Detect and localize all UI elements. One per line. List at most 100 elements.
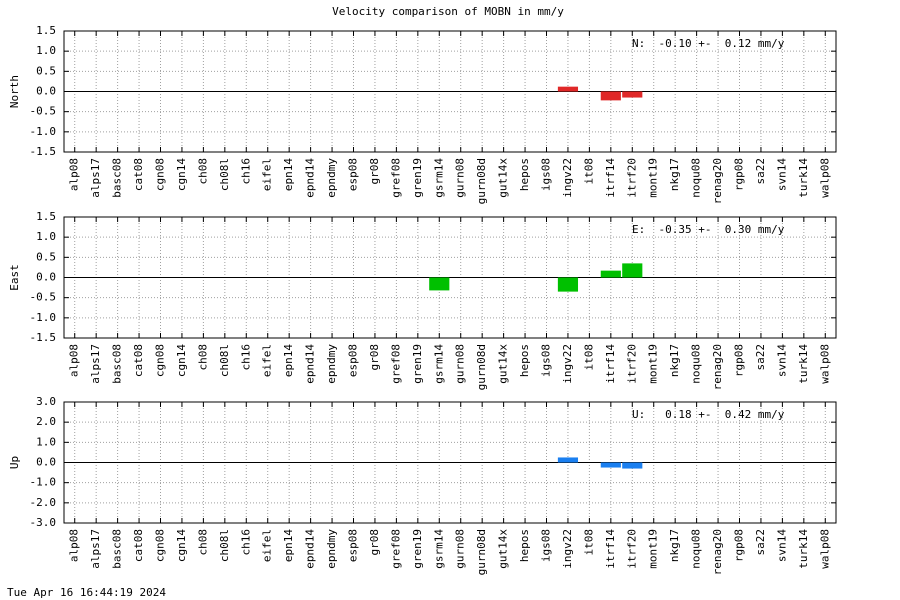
y-tick-label: 0.0 xyxy=(36,85,56,98)
y-axis-label: North xyxy=(8,75,21,108)
x-tick-label: ch08l xyxy=(218,344,231,377)
x-tick-label: alp08 xyxy=(68,158,81,191)
y-tick-label: 1.5 xyxy=(36,210,56,223)
x-tick-label: hepos xyxy=(518,344,531,377)
x-tick-label: gref08 xyxy=(389,529,402,569)
x-tick-label: alps17 xyxy=(89,529,102,569)
y-tick-label: 3.0 xyxy=(36,395,56,408)
y-tick-label: 1.0 xyxy=(36,435,56,448)
x-tick-label: gurn08d xyxy=(475,344,488,390)
x-tick-label: cat08 xyxy=(132,344,145,377)
x-tick-label: esp08 xyxy=(347,158,360,191)
x-tick-label: cat08 xyxy=(132,158,145,191)
bar xyxy=(600,462,621,468)
y-tick-label: 0.0 xyxy=(36,456,56,469)
annotation: N: -0.10 +- 0.12 mm/y xyxy=(632,37,785,50)
x-tick-label: renag20 xyxy=(711,529,724,575)
x-tick-label: it08 xyxy=(582,529,595,556)
x-tick-label: renag20 xyxy=(711,158,724,204)
bar xyxy=(622,462,643,469)
x-tick-label: gurn08 xyxy=(454,344,467,384)
x-tick-label: turk14 xyxy=(797,158,810,198)
x-tick-label: cgn14 xyxy=(175,158,188,191)
x-tick-label: ingv22 xyxy=(561,529,574,569)
y-axis-label: Up xyxy=(8,456,21,469)
x-tick-label: itrf14 xyxy=(604,344,617,384)
y-tick-label: 2.0 xyxy=(36,415,56,428)
x-tick-label: ch08 xyxy=(196,158,209,185)
x-tick-label: epndmy xyxy=(325,529,338,569)
x-tick-label: epnd14 xyxy=(304,158,317,198)
x-tick-label: renag20 xyxy=(711,344,724,390)
x-tick-label: gref08 xyxy=(389,158,402,198)
x-tick-label: eifel xyxy=(261,344,274,377)
x-tick-label: turk14 xyxy=(797,529,810,569)
x-tick-label: cgn08 xyxy=(154,344,167,377)
annotation: E: -0.35 +- 0.30 mm/y xyxy=(632,223,785,236)
x-tick-label: rgp08 xyxy=(733,158,746,191)
x-tick-label: svn14 xyxy=(775,344,788,377)
x-tick-label: eifel xyxy=(261,529,274,562)
x-tick-label: mont19 xyxy=(647,529,660,569)
bar xyxy=(557,86,579,92)
x-tick-label: gurn08d xyxy=(475,529,488,575)
bar xyxy=(557,277,579,292)
x-tick-label: cgn14 xyxy=(175,344,188,377)
plot-frame xyxy=(63,401,837,524)
x-tick-label: ch08 xyxy=(196,529,209,556)
timestamp: Tue Apr 16 16:44:19 2024 xyxy=(7,586,166,599)
x-tick-label: rgp08 xyxy=(733,344,746,377)
x-tick-label: gr08 xyxy=(368,158,381,185)
bar xyxy=(622,91,643,98)
x-tick-label: basc08 xyxy=(111,344,124,384)
x-tick-label: turk14 xyxy=(797,344,810,384)
y-tick-label: 0.5 xyxy=(36,64,56,77)
y-tick-label: -3.0 xyxy=(30,516,57,529)
x-tick-label: noqu08 xyxy=(690,344,703,384)
y-tick-label: 0.5 xyxy=(36,250,56,263)
plot-frame xyxy=(63,30,837,153)
y-tick-label: -1.5 xyxy=(30,145,57,158)
x-tick-label: alps17 xyxy=(89,158,102,198)
x-tick-label: ch16 xyxy=(239,158,252,185)
x-tick-label: noqu08 xyxy=(690,529,703,569)
x-tick-label: svn14 xyxy=(775,529,788,562)
x-tick-label: walp08 xyxy=(818,529,831,569)
x-tick-label: epn14 xyxy=(282,529,295,562)
x-tick-label: epn14 xyxy=(282,158,295,191)
x-tick-label: it08 xyxy=(582,344,595,371)
x-tick-label: gurn08 xyxy=(454,529,467,569)
x-tick-label: basc08 xyxy=(111,529,124,569)
x-tick-label: gren19 xyxy=(411,344,424,384)
x-tick-label: hepos xyxy=(518,158,531,191)
x-tick-label: basc08 xyxy=(111,158,124,198)
x-tick-label: epnd14 xyxy=(304,529,317,569)
y-tick-label: 1.0 xyxy=(36,230,56,243)
x-tick-label: epndmy xyxy=(325,344,338,384)
x-tick-label: gren19 xyxy=(411,158,424,198)
x-tick-label: igs08 xyxy=(540,344,553,377)
x-tick-label: itrf14 xyxy=(604,529,617,569)
y-axis-label: East xyxy=(8,264,21,291)
x-tick-label: cgn08 xyxy=(154,158,167,191)
x-tick-label: mont19 xyxy=(647,344,660,384)
x-tick-label: esp08 xyxy=(347,344,360,377)
x-tick-label: esp08 xyxy=(347,529,360,562)
x-tick-label: it08 xyxy=(582,158,595,185)
x-tick-label: cgn08 xyxy=(154,529,167,562)
x-tick-label: gref08 xyxy=(389,344,402,384)
x-tick-label: ch16 xyxy=(239,529,252,556)
y-tick-label: -1.0 xyxy=(30,476,57,489)
x-tick-label: sa22 xyxy=(754,529,767,556)
x-tick-label: igs08 xyxy=(540,158,553,191)
x-tick-label: eifel xyxy=(261,158,274,191)
x-tick-label: cgn14 xyxy=(175,529,188,562)
y-tick-label: -1.0 xyxy=(30,125,57,138)
y-tick-label: -1.0 xyxy=(30,311,57,324)
x-tick-label: alps17 xyxy=(89,344,102,384)
x-tick-label: gsrm14 xyxy=(432,158,445,198)
y-tick-label: -1.5 xyxy=(30,331,57,344)
x-tick-label: hepos xyxy=(518,529,531,562)
